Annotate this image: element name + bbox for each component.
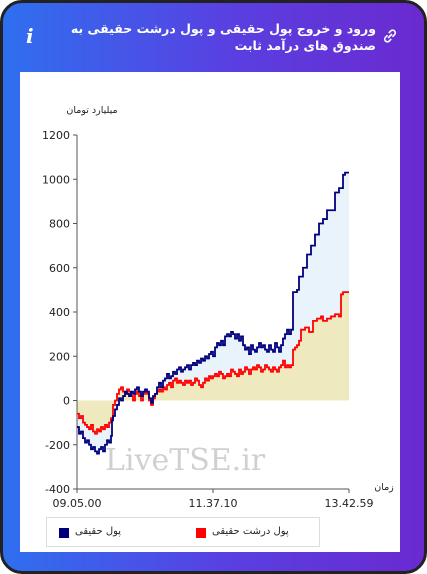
- big-real-money-area: [77, 292, 349, 434]
- y-tick-label: -200: [45, 439, 70, 452]
- link-icon[interactable]: [382, 28, 398, 44]
- y-tick-label: 800: [49, 218, 70, 231]
- x-tick-label: 09.05.00: [53, 497, 102, 510]
- y-tick-label: 1000: [42, 173, 70, 186]
- legend-swatch-real-money: [59, 528, 69, 538]
- real-money-line: [77, 171, 349, 455]
- info-icon[interactable]: i: [26, 24, 34, 48]
- y-tick-label: 400: [49, 306, 70, 319]
- chart-title: ورود و خروج پول حقیقی و پول درشت حقیقی ب…: [70, 21, 376, 53]
- chart-legend: پول حقیقی پول درشت حقیقی: [46, 517, 320, 547]
- chart-header: i ورود و خروج پول حقیقی و پول درشت حقیقی…: [18, 10, 398, 68]
- y-tick-label: 1200: [42, 129, 70, 142]
- y-tick-label: 200: [49, 350, 70, 363]
- y-tick-label: 600: [49, 262, 70, 275]
- x-tick-label: 13.42.59: [325, 497, 374, 510]
- y-tick-label: -400: [45, 483, 70, 496]
- big-real-money-line: [77, 291, 349, 435]
- legend-label-real-money: پول حقیقی: [75, 526, 122, 537]
- y-tick-label: 0: [63, 395, 70, 408]
- real-money-area: [77, 172, 349, 454]
- y-axis-label: میلیارد تومان: [66, 105, 117, 116]
- x-axis-label: زمان: [374, 482, 394, 493]
- x-tick-label: 11.37.10: [189, 497, 238, 510]
- watermark: LiveTSE.ir: [105, 443, 266, 478]
- legend-swatch-big-real-money: [196, 528, 206, 538]
- legend-label-big-real-money: پول درشت حقیقی: [212, 526, 289, 537]
